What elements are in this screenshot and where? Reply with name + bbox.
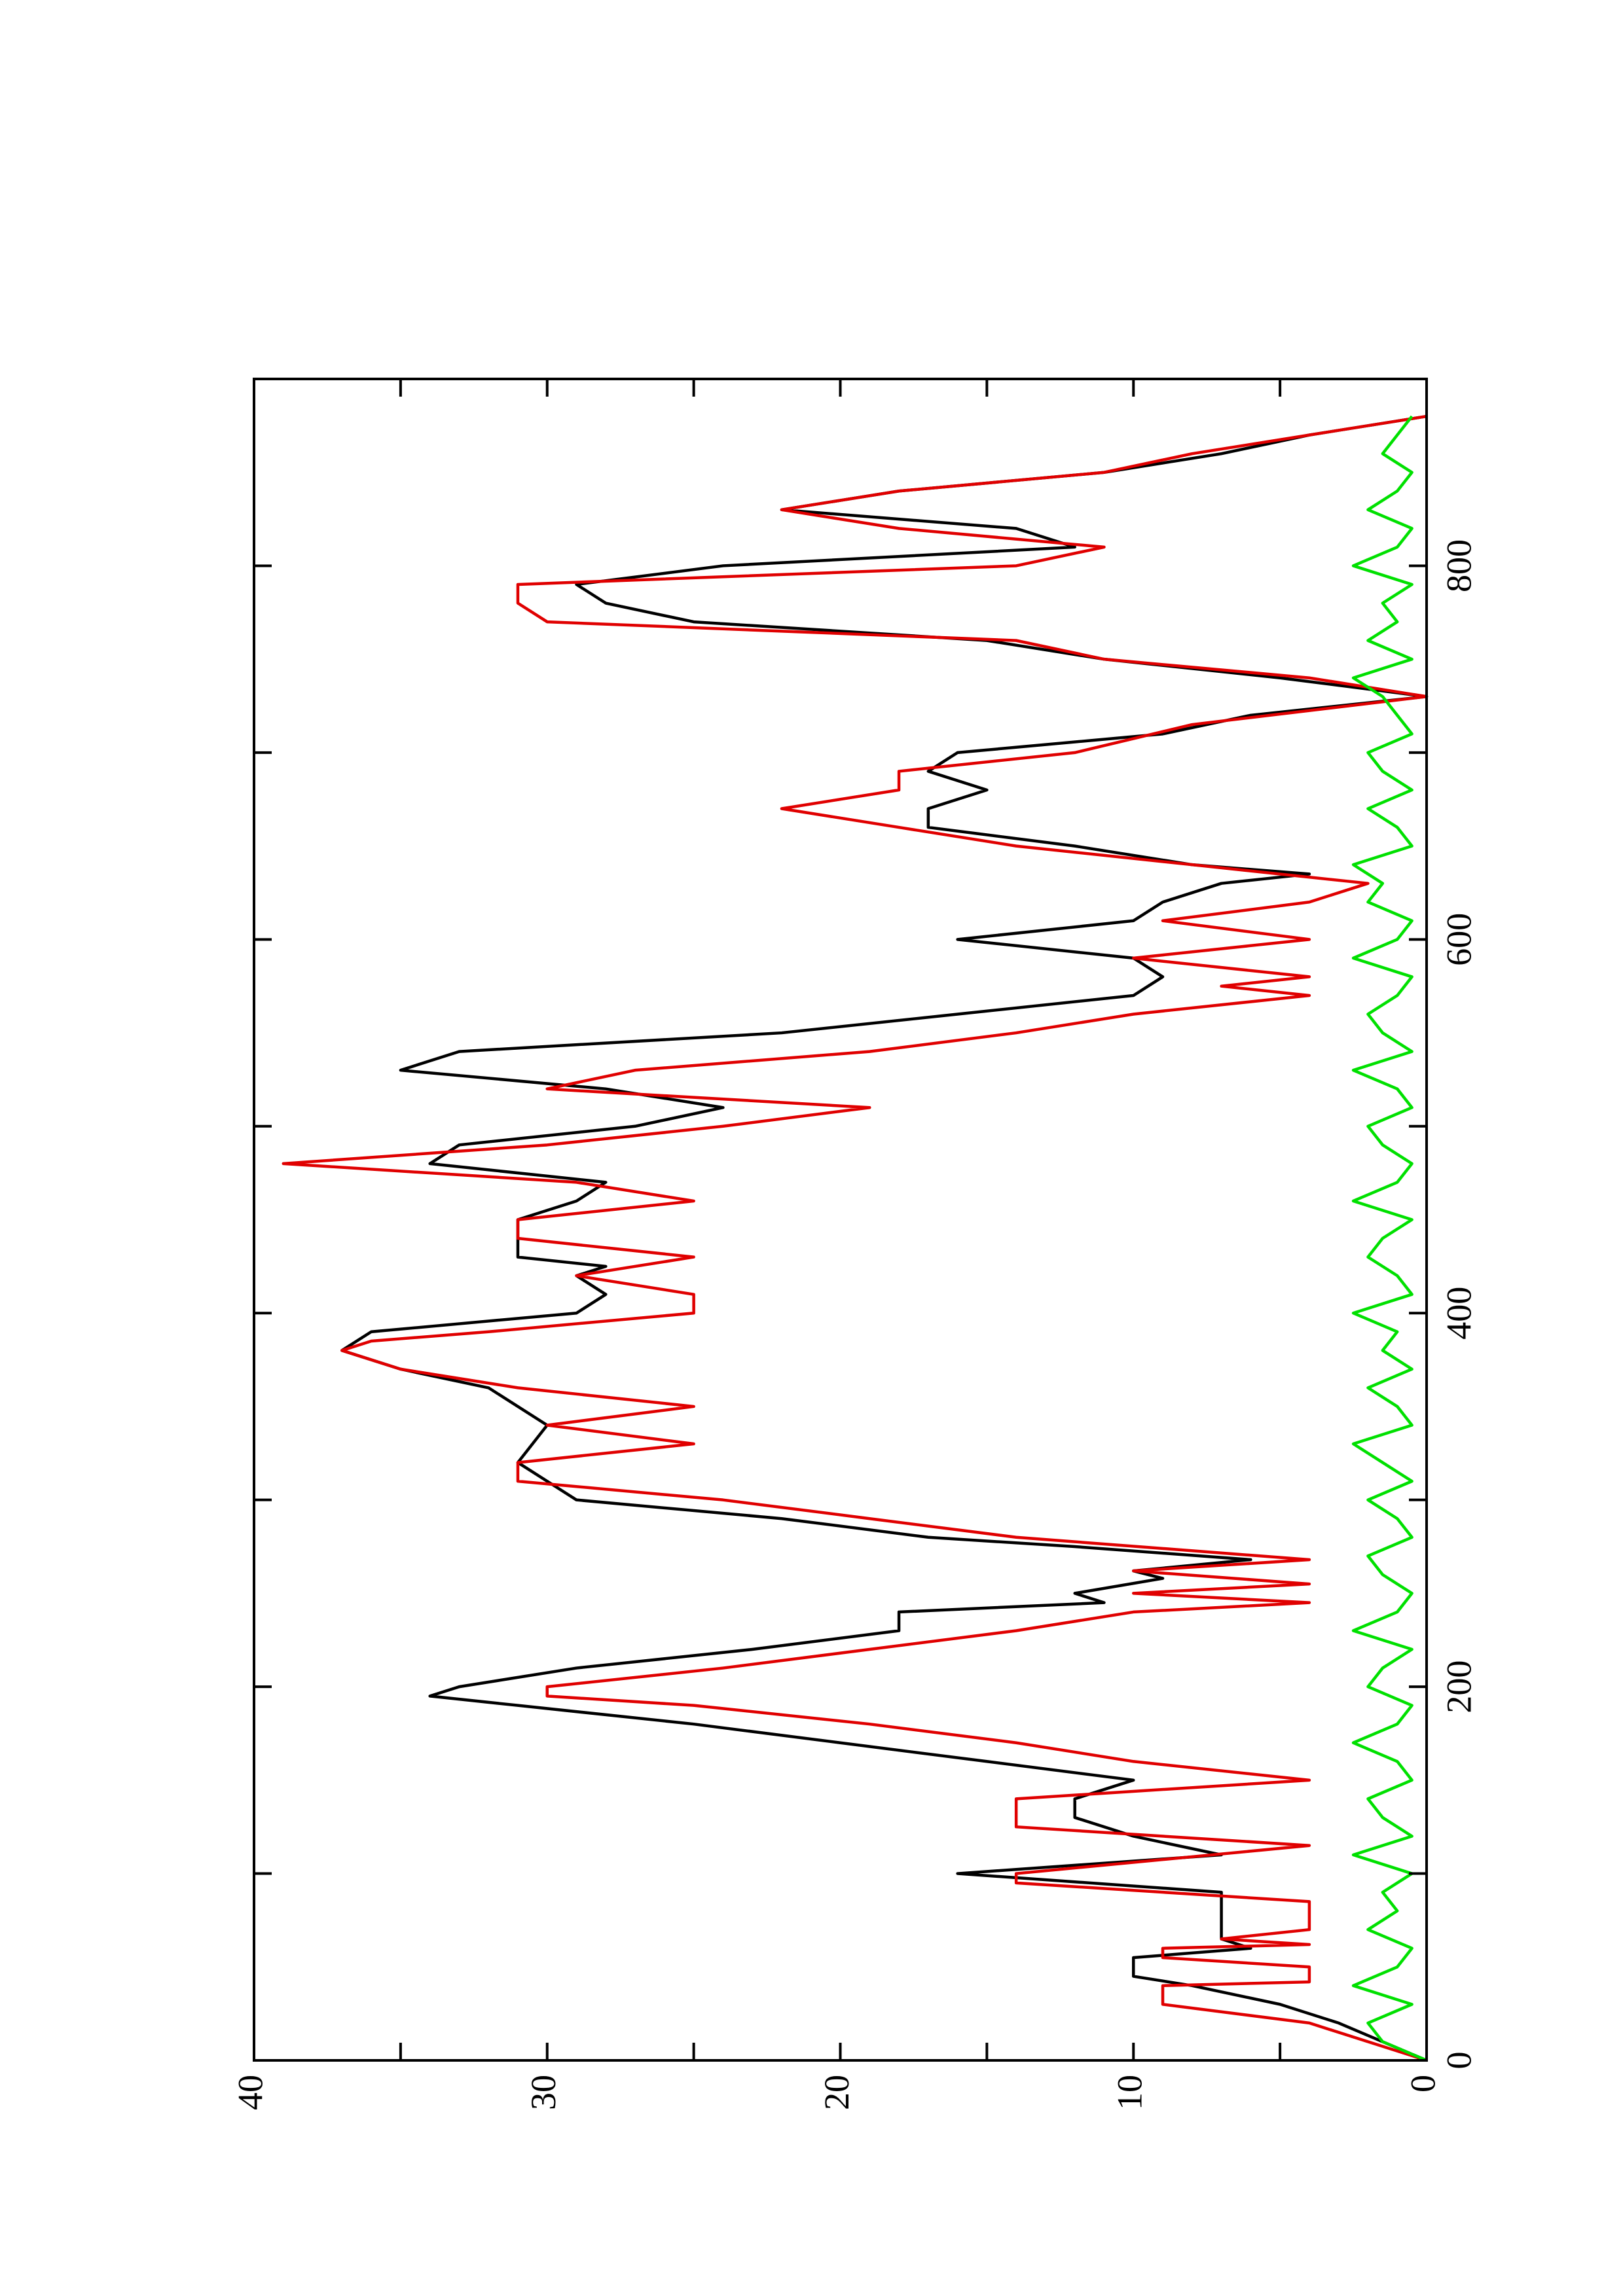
x-tick-label: 600	[1439, 913, 1478, 966]
x-tick-label: 200	[1439, 1660, 1478, 1713]
y-tick-label: 20	[817, 2075, 856, 2110]
x-tick-label: 400	[1439, 1287, 1478, 1340]
x-tick-label: 800	[1439, 539, 1478, 592]
y-tick-label: 0	[1403, 2075, 1442, 2092]
data-line	[282, 414, 1429, 2062]
y-tick-label: 30	[524, 2075, 563, 2110]
y-tick-label: 10	[1110, 2075, 1150, 2110]
data-line	[1351, 415, 1427, 2062]
y-tick-label: 40	[230, 2075, 270, 2110]
plot-area: 0 200 400 600 800 0 10 20 30 40	[230, 378, 1478, 2110]
x-tick-label: 0	[1439, 2052, 1478, 2070]
data-line	[340, 414, 1429, 2062]
